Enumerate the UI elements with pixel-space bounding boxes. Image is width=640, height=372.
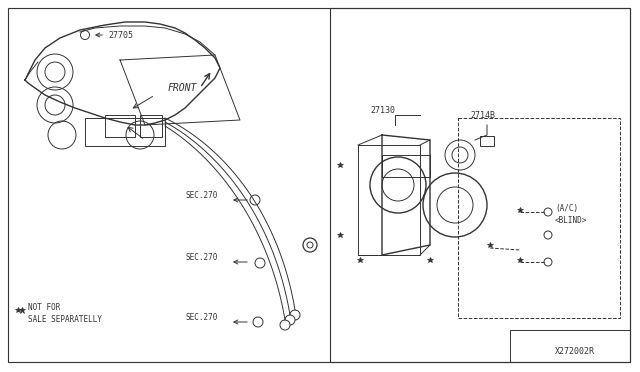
Bar <box>330 8 630 362</box>
Text: SEC.270: SEC.270 <box>185 253 218 263</box>
Circle shape <box>290 310 300 320</box>
Text: SEC.270: SEC.270 <box>185 190 218 199</box>
Text: FRONT: FRONT <box>168 83 197 93</box>
Text: SALE SEPARATELLY: SALE SEPARATELLY <box>28 315 102 324</box>
Circle shape <box>285 315 295 325</box>
Text: X272002R: X272002R <box>555 347 595 356</box>
Bar <box>480 136 494 146</box>
Bar <box>105 115 135 137</box>
Text: SEC.270: SEC.270 <box>185 314 218 323</box>
Bar <box>458 118 620 318</box>
Text: 2714B: 2714B <box>470 110 495 119</box>
Text: 27705: 27705 <box>108 31 133 39</box>
Text: 27130: 27130 <box>370 106 395 115</box>
Text: NOT FOR: NOT FOR <box>28 304 60 312</box>
Bar <box>85 118 165 146</box>
Bar <box>382 155 430 177</box>
Circle shape <box>280 320 290 330</box>
Bar <box>358 145 420 255</box>
Text: (A/C): (A/C) <box>555 203 578 212</box>
Text: <BLIND>: <BLIND> <box>555 215 588 224</box>
Bar <box>140 115 162 137</box>
